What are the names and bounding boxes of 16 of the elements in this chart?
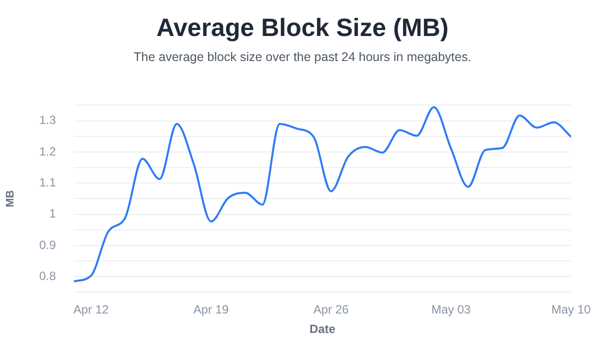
chart-title: Average Block Size (MB) xyxy=(155,14,450,43)
y-tick-label: 1 xyxy=(49,206,56,221)
line-series xyxy=(74,106,571,282)
x-tick-label: Apr 26 xyxy=(313,302,350,317)
x-tick-label: May 03 xyxy=(431,302,472,317)
x-tick-label: May 10 xyxy=(551,302,591,317)
y-tick-label: 0.8 xyxy=(39,268,56,283)
y-tick-label: 1.1 xyxy=(39,175,56,190)
y-axis-title: MB xyxy=(4,190,17,208)
x-tick-label: Apr 19 xyxy=(193,302,230,317)
y-tick-label: 1.3 xyxy=(39,113,56,128)
chart-subtitle: The average block size over the past 24 hours in megabytes. xyxy=(132,50,472,64)
x-tick-label: Apr 12 xyxy=(73,302,110,317)
y-tick-label: 1.2 xyxy=(39,144,56,158)
x-axis-title: Date xyxy=(309,322,336,336)
y-tick-label: 0.9 xyxy=(39,238,56,252)
